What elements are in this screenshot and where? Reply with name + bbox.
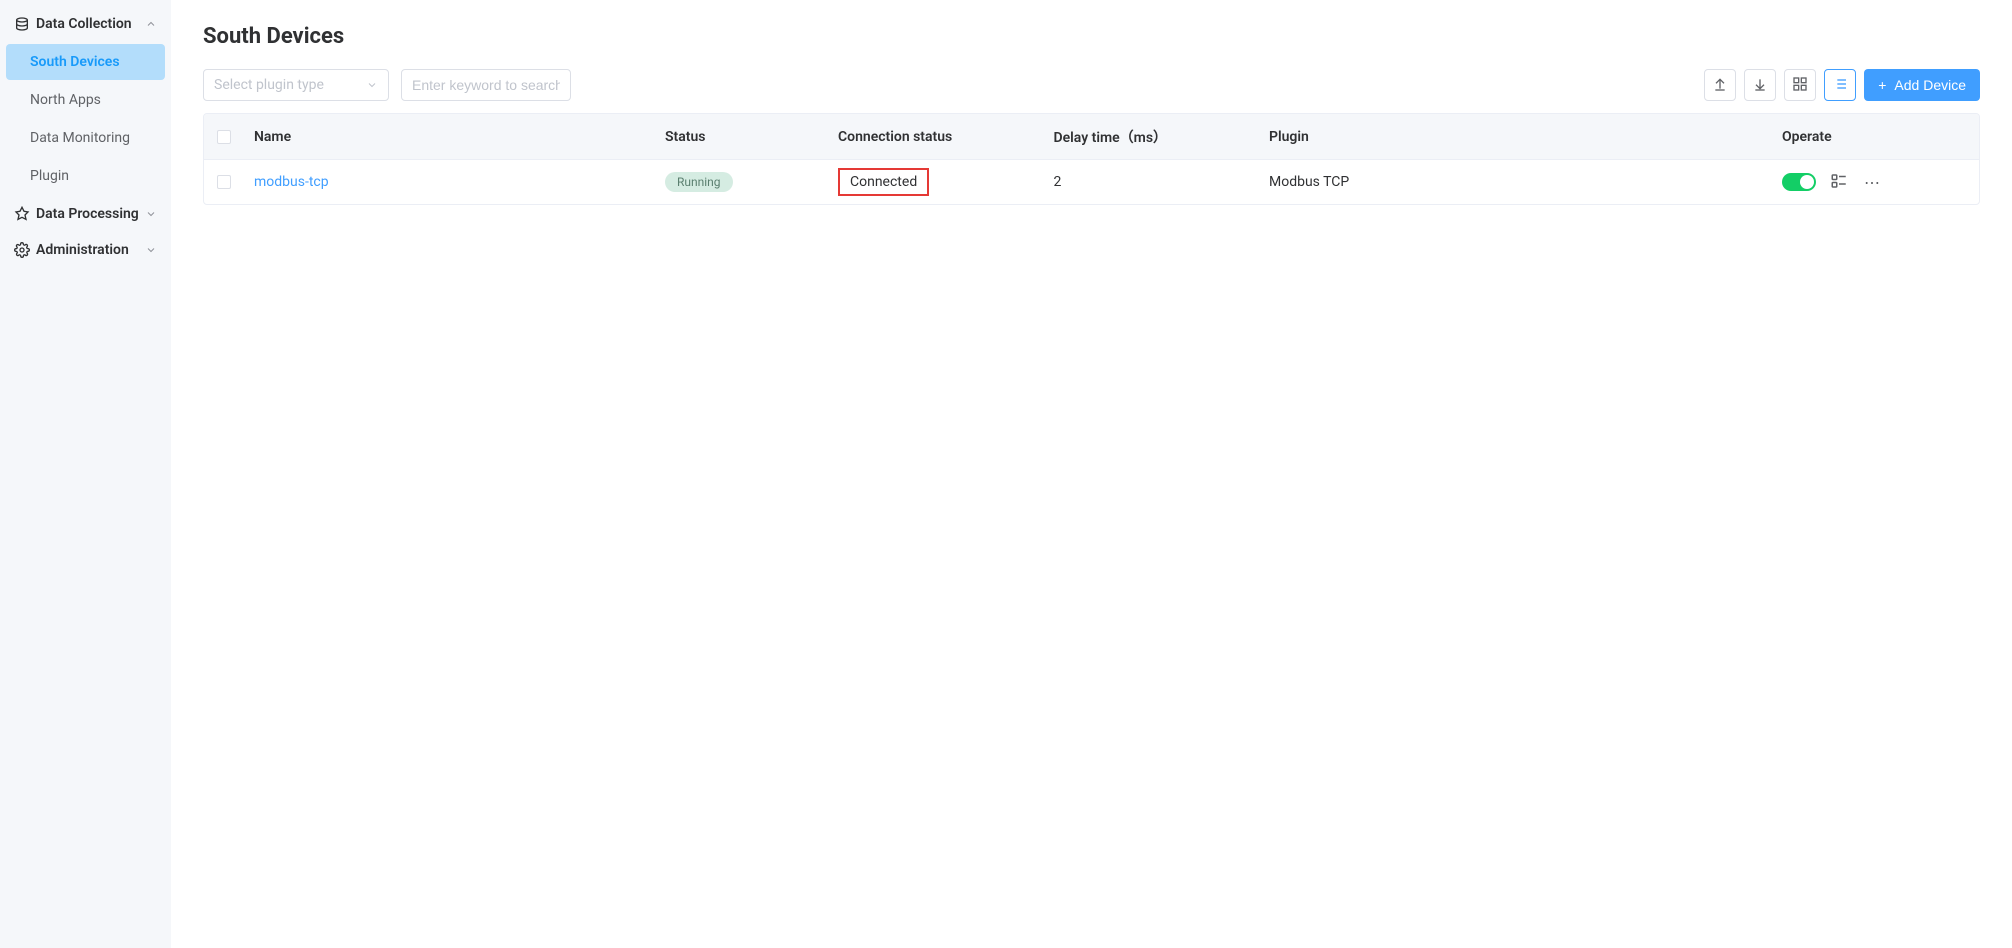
col-status: Status — [655, 129, 828, 145]
toolbar: Select plugin type — [203, 69, 1980, 101]
database-icon — [14, 16, 30, 32]
sidebar: Data Collection South Devices North Apps… — [0, 0, 171, 948]
enable-toggle[interactable] — [1782, 173, 1816, 191]
list-view-button[interactable] — [1824, 69, 1856, 101]
chevron-down-icon — [366, 79, 378, 91]
nav-group-data-processing[interactable]: Data Processing — [6, 196, 165, 232]
select-all-checkbox[interactable] — [217, 130, 231, 144]
chevron-down-icon — [145, 208, 157, 220]
col-plugin: Plugin — [1259, 129, 1772, 145]
page-title: South Devices — [203, 24, 1980, 49]
sidebar-item-south-devices[interactable]: South Devices — [6, 44, 165, 80]
chevron-down-icon — [145, 244, 157, 256]
sidebar-item-label: Plugin — [30, 168, 69, 184]
plus-icon: + — [1878, 77, 1886, 93]
nav-group-label: Data Processing — [36, 206, 145, 222]
device-name-link[interactable]: modbus-tcp — [254, 174, 329, 190]
nav-group-data-collection[interactable]: Data Collection — [6, 6, 165, 42]
config-icon — [14, 206, 30, 222]
search-input[interactable] — [401, 69, 571, 101]
gear-icon — [14, 242, 30, 258]
col-name: Name — [244, 129, 655, 145]
col-delay: Delay time（ms） — [1044, 127, 1260, 147]
table-header: Name Status Connection status Delay time… — [204, 114, 1979, 160]
download-button[interactable] — [1744, 69, 1776, 101]
nav-group-administration[interactable]: Administration — [6, 232, 165, 268]
list-detail-icon[interactable] — [1830, 172, 1850, 192]
main-content: South Devices Select plugin type — [171, 0, 2012, 948]
sidebar-item-north-apps[interactable]: North Apps — [6, 82, 165, 118]
table-row: modbus-tcp Running Connected 2 Modbus TC… — [204, 160, 1979, 204]
nav-group-label: Administration — [36, 242, 145, 258]
select-placeholder: Select plugin type — [214, 77, 366, 93]
sidebar-item-label: Data Monitoring — [30, 130, 130, 146]
plugin-type-select[interactable]: Select plugin type — [203, 69, 389, 101]
add-device-label: Add Device — [1894, 77, 1966, 93]
upload-icon — [1712, 76, 1728, 95]
chevron-up-icon — [145, 18, 157, 30]
list-icon — [1832, 76, 1848, 95]
delay-value: 2 — [1044, 174, 1260, 190]
col-connection: Connection status — [828, 129, 1044, 145]
add-device-button[interactable]: + Add Device — [1864, 69, 1980, 101]
sidebar-item-plugin[interactable]: Plugin — [6, 158, 165, 194]
devices-table: Name Status Connection status Delay time… — [203, 113, 1980, 205]
select-all-cell[interactable] — [204, 130, 244, 144]
connection-status-highlighted: Connected — [838, 168, 929, 196]
sidebar-item-label: North Apps — [30, 92, 101, 108]
nav-group-label: Data Collection — [36, 16, 145, 32]
upload-button[interactable] — [1704, 69, 1736, 101]
row-select-cell[interactable] — [204, 175, 244, 189]
grid-view-button[interactable] — [1784, 69, 1816, 101]
sidebar-item-data-monitoring[interactable]: Data Monitoring — [6, 120, 165, 156]
col-operate: Operate — [1772, 129, 1979, 145]
status-badge: Running — [665, 172, 733, 192]
plugin-value: Modbus TCP — [1259, 174, 1772, 190]
sidebar-item-label: South Devices — [30, 54, 120, 70]
grid-icon — [1792, 76, 1808, 95]
download-icon — [1752, 76, 1768, 95]
row-checkbox[interactable] — [217, 175, 231, 189]
more-actions-icon[interactable]: ⋯ — [1864, 173, 1881, 192]
